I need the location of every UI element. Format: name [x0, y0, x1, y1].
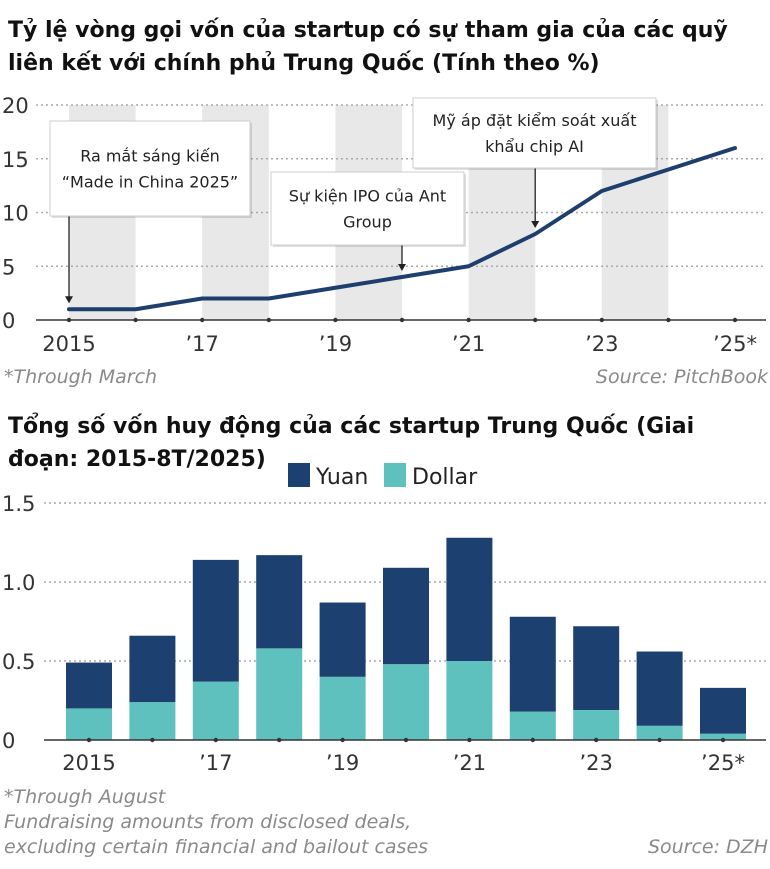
annotation-box	[412, 97, 657, 169]
y-tick-label: 20	[2, 94, 29, 118]
bar-dollar-2020	[383, 664, 429, 740]
x-tick-label: ’19	[326, 751, 359, 775]
x-tick-label: ’25*	[701, 751, 745, 775]
x-tick-dot	[533, 317, 538, 323]
x-tick-dot	[666, 317, 671, 323]
chart2-footnote-1: *Through August	[4, 786, 166, 808]
x-tick-dot	[594, 737, 599, 743]
chart1-footnote: *Through March	[4, 366, 158, 388]
chart1-svg: 0 5 10 15 20 2015 ’17 ’19 ’21 ’23 ’25* Ra mắt sáng …	[2, 94, 766, 356]
x-tick-dot	[399, 317, 405, 323]
bar-yuan-2019	[319, 602, 366, 677]
y-tick-label: 1.5	[2, 492, 35, 516]
annotation-arrowhead	[398, 264, 406, 271]
bar-dollar-2016	[129, 702, 176, 740]
x-tick-dot	[333, 317, 338, 323]
legend-swatch-dollar	[384, 463, 406, 487]
bar-dollar-2023	[573, 709, 620, 740]
x-tick-dot	[340, 737, 345, 743]
bar-dollar-2021	[446, 661, 493, 740]
x-tick-dot	[467, 737, 472, 743]
bar-yuan-2017	[192, 559, 239, 682]
x-tick-dot	[599, 317, 604, 323]
legend-label-yuan: Yuan	[315, 465, 368, 490]
chart2-footnote-2: Fundraising amounts from disclosed deals…	[4, 811, 412, 833]
bar-dollar-2019	[319, 676, 366, 740]
x-tick-dot	[720, 737, 726, 743]
annotation-arrowhead	[531, 221, 540, 228]
x-tick-dot	[466, 317, 471, 323]
chart2-source: Source: DZH	[647, 836, 768, 858]
chart1-source: Source: PitchBook	[595, 366, 768, 388]
x-tick-label: 2015	[62, 751, 115, 775]
annotation-arrowhead	[65, 296, 73, 304]
annotation-text: Mỹ áp đặt kiểm soát xuất	[433, 111, 637, 130]
chart2-title: Tổng số vốn huy động của các startup Tru…	[8, 414, 695, 472]
x-tick-label: ’23	[579, 751, 612, 775]
legend-label-dollar: Dollar	[412, 465, 478, 490]
x-tick-label: 2015	[42, 332, 95, 356]
x-tick-dot	[732, 317, 738, 323]
x-tick-dot	[86, 737, 92, 743]
x-tick-dot	[403, 737, 409, 743]
bar-yuan-2025	[700, 687, 746, 734]
bar-dollar-2015	[66, 708, 112, 740]
y-tick-label: 1.0	[2, 571, 35, 595]
x-tick-label: ’21	[452, 332, 485, 356]
x-tick-label: ’19	[319, 332, 352, 356]
x-tick-label: ’21	[453, 751, 486, 775]
x-tick-dot	[530, 737, 535, 743]
x-tick-label: ’17	[185, 332, 218, 356]
bar-yuan-2024	[636, 651, 683, 726]
x-tick-label: ’25*	[713, 332, 757, 356]
x-tick-dot	[213, 737, 218, 743]
y-tick-label: 0	[2, 309, 15, 333]
legend-swatch-yuan	[288, 463, 310, 487]
x-tick-dot	[150, 737, 155, 743]
x-tick-dot	[277, 737, 282, 743]
annotation-box	[49, 120, 251, 217]
bar-dollar-2018	[256, 648, 303, 740]
bar-yuan-2018	[256, 555, 303, 649]
x-tick-dot	[133, 317, 138, 323]
annotation-text: Ra mắt sáng kiến	[80, 147, 220, 166]
x-tick-dot	[266, 317, 271, 323]
y-tick-label: 5	[2, 255, 15, 279]
bar-dollar-2017	[192, 681, 239, 740]
bar-yuan-2020	[383, 567, 429, 665]
bar-yuan-2023	[573, 626, 620, 710]
annotation-box	[270, 171, 465, 246]
x-tick-dot	[66, 317, 72, 323]
y-tick-label: 15	[2, 148, 29, 172]
bar-yuan-2022	[509, 616, 556, 712]
bar-dollar-2024	[636, 725, 683, 740]
x-tick-dot	[657, 737, 662, 743]
annotation-text: Sự kiện IPO của Ant	[289, 187, 446, 206]
y-tick-label: 0.5	[2, 650, 35, 674]
y-tick-label: 10	[2, 202, 29, 226]
chart2-footnote-3: excluding certain financial and bailout …	[4, 836, 429, 858]
annotation-text: Group	[343, 213, 392, 232]
bar-yuan-2021	[446, 537, 493, 661]
annotation-text: khẩu chip AI	[485, 137, 584, 156]
chart1-title: Tỷ lệ vòng gọi vốn của startup có sự tha…	[8, 18, 728, 76]
bar-yuan-2015	[66, 662, 112, 709]
bar-dollar-2022	[509, 711, 556, 740]
x-tick-label: ’23	[585, 332, 618, 356]
x-tick-dot	[200, 317, 205, 323]
bar-dollar-2025	[700, 733, 746, 740]
bar-yuan-2016	[129, 635, 176, 703]
x-tick-label: ’17	[199, 751, 232, 775]
annotation-text: “Made in China 2025”	[62, 173, 238, 192]
y-tick-label: 0	[2, 729, 15, 753]
